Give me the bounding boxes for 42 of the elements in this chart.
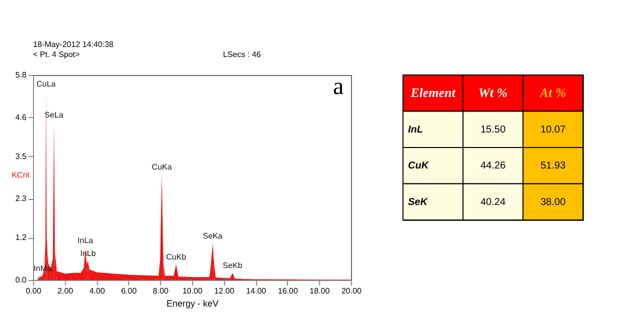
y-tick-label: 4.6 [15,112,28,122]
x-tick-label: 2.00 [58,286,74,296]
x-tick-label: 10.00 [182,286,204,296]
y-tick-label: 3.5 [15,152,28,161]
x-tick-label: 18.00 [310,286,330,296]
y-tick-label: 5.8 [15,70,28,80]
x-tick-label: 0.00 [26,286,42,296]
category-label: InL [408,124,423,136]
x-tick-label: 6.00 [121,286,138,296]
annotation: CuKb [166,252,187,262]
x-axis-title: Energy - keV [166,298,219,308]
data-label: 10.07 [540,124,566,136]
text: Element [410,85,456,100]
x-tick-label: 8.00 [152,286,170,296]
data-label: 40.24 [480,196,506,208]
annotation: CuKa [152,162,172,172]
text: < Pt. 4 Spot> [33,50,80,59]
annotation: SeKa [202,232,223,241]
x-tick-label: 4.00 [89,286,106,296]
y-tick-label: 1.2 [15,233,28,242]
category-label: CuK [408,160,430,172]
data-label: 15.50 [480,124,506,136]
y-axis-title: KCnt [12,170,30,180]
annotation: SeKb [222,260,243,270]
x-tick-label: 12.00 [214,286,235,296]
text: 18-May-2012 14:40:38 [33,40,114,49]
data-label: 44.26 [480,160,506,172]
x-tick-label: 16.00 [278,286,298,296]
category-label: SeK [408,196,428,208]
x-tick-label: 20.00 [341,286,362,296]
series-label: At % [538,85,566,100]
series-label: Wt % [478,85,508,100]
y-tick-label: 0.0 [15,276,28,284]
text: LSecs : 46 [223,50,262,59]
y-tick-label: 2.3 [15,194,28,204]
annotation: CuLa [36,80,56,89]
annotation: a [333,74,344,100]
annotation: SeLa [44,110,64,120]
x-tick-label: 14.00 [246,286,267,296]
annotation: InLa [78,236,94,246]
data-label: 51.93 [540,160,566,172]
data-label: 38.00 [540,196,566,208]
